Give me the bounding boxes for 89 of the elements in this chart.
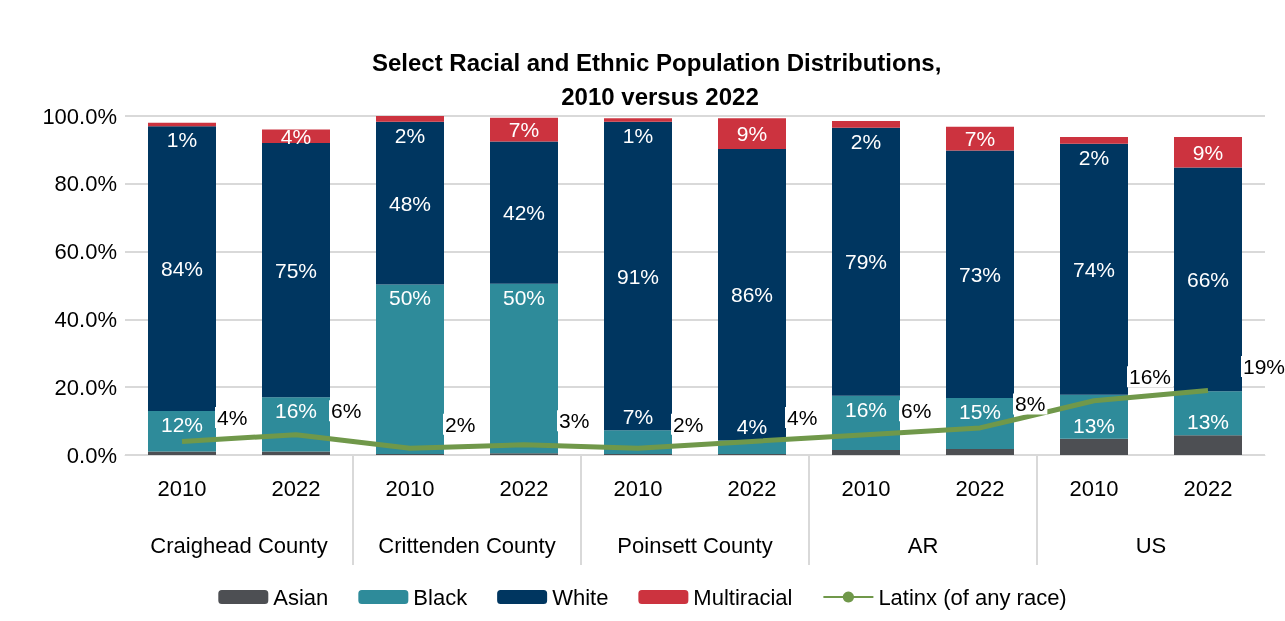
x-tick-label: 2010 bbox=[385, 475, 435, 501]
data-label: 84% bbox=[160, 257, 204, 281]
data-label: 4% bbox=[280, 124, 312, 148]
y-tick-label: 80.0% bbox=[54, 171, 117, 197]
data-label: 73% bbox=[958, 262, 1002, 286]
data-label: 7% bbox=[622, 405, 654, 429]
x-tick-label: 2010 bbox=[613, 475, 663, 501]
data-label: 1% bbox=[622, 123, 654, 147]
data-label: 6% bbox=[901, 399, 932, 423]
data-label: 9% bbox=[736, 122, 768, 146]
data-label: 16% bbox=[274, 399, 318, 423]
bar bbox=[604, 121, 672, 431]
y-tick-label: 0.0% bbox=[66, 442, 117, 468]
data-label: 79% bbox=[844, 250, 888, 274]
data-label: 50% bbox=[388, 286, 432, 310]
data-label: 42% bbox=[502, 201, 546, 225]
chart-title: Select Racial and Ethnic Population Distributions, 2010 versus 2022 bbox=[371, 48, 949, 110]
data-label: 66% bbox=[1186, 267, 1230, 291]
data-label: 15% bbox=[958, 400, 1002, 424]
bar bbox=[490, 141, 558, 284]
x-tick-label: 2022 bbox=[499, 475, 549, 501]
data-label: 12% bbox=[160, 412, 204, 436]
data-label: 48% bbox=[388, 191, 432, 215]
bar bbox=[376, 284, 444, 454]
y-tick-label: 60.0% bbox=[54, 239, 117, 265]
bar bbox=[832, 449, 900, 455]
bar bbox=[148, 126, 216, 411]
data-label: 7% bbox=[508, 118, 540, 142]
bar bbox=[1060, 438, 1128, 455]
bar bbox=[1174, 167, 1242, 392]
bar bbox=[1060, 143, 1128, 395]
data-label: 2% bbox=[445, 412, 476, 436]
text: Crittenden County bbox=[378, 532, 556, 558]
x-tick-label: 2010 bbox=[1069, 475, 1119, 501]
data-label: 2% bbox=[850, 129, 882, 153]
data-label: 7% bbox=[964, 127, 996, 151]
bar bbox=[718, 148, 786, 441]
text: AR bbox=[907, 532, 939, 558]
data-label: 13% bbox=[1072, 413, 1116, 437]
legend-label: Black bbox=[413, 584, 469, 610]
x-tick-label: 2022 bbox=[271, 475, 321, 501]
x-tick-label: 2010 bbox=[841, 475, 891, 501]
bar bbox=[376, 121, 444, 285]
bar bbox=[262, 143, 330, 398]
data-label: 50% bbox=[502, 285, 546, 309]
bar bbox=[718, 118, 786, 149]
data-label: 2% bbox=[394, 123, 426, 147]
data-label: 2% bbox=[1078, 145, 1110, 169]
legend-label: Multiracial bbox=[693, 584, 793, 610]
data-label: 13% bbox=[1186, 410, 1230, 434]
data-label: 19% bbox=[1243, 355, 1285, 379]
bar bbox=[832, 127, 900, 396]
text: Poinsett County bbox=[617, 532, 773, 558]
bar bbox=[490, 283, 558, 454]
bar bbox=[1174, 435, 1242, 455]
data-label: 4% bbox=[217, 405, 248, 429]
bar bbox=[946, 448, 1014, 455]
x-tick-label: 2010 bbox=[157, 475, 207, 501]
bar bbox=[1174, 137, 1242, 168]
data-label: 74% bbox=[1072, 257, 1116, 281]
bar bbox=[604, 118, 672, 122]
data-label: 91% bbox=[616, 264, 660, 288]
y-tick-label: 20.0% bbox=[54, 374, 117, 400]
data-label: 16% bbox=[1129, 365, 1172, 389]
bar bbox=[1060, 137, 1128, 144]
data-label: 4% bbox=[736, 415, 768, 439]
legend-label: White bbox=[552, 584, 609, 610]
data-label: 9% bbox=[1192, 140, 1224, 164]
bar bbox=[832, 121, 900, 128]
data-label: 4% bbox=[787, 405, 818, 429]
legend-label: Latinx (of any race) bbox=[878, 584, 1067, 610]
bar bbox=[376, 116, 444, 122]
data-label: 1% bbox=[166, 128, 198, 152]
data-label: 2% bbox=[673, 412, 704, 436]
x-tick-label: 2022 bbox=[727, 475, 777, 501]
data-label: 16% bbox=[844, 397, 888, 421]
data-label: 86% bbox=[730, 283, 774, 307]
text: US bbox=[1135, 532, 1167, 558]
data-label: 3% bbox=[559, 409, 590, 433]
bar bbox=[946, 150, 1014, 399]
y-tick-label: 40.0% bbox=[54, 306, 117, 332]
x-tick-label: 2022 bbox=[955, 475, 1005, 501]
data-label: 8% bbox=[1015, 392, 1046, 416]
data-label: 75% bbox=[274, 258, 318, 282]
y-tick-label: 100.0% bbox=[42, 103, 117, 129]
legend-label: Asian bbox=[273, 584, 329, 610]
data-label: 6% bbox=[331, 399, 362, 423]
text: Craighead County bbox=[150, 532, 328, 558]
x-tick-label: 2022 bbox=[1183, 475, 1233, 501]
